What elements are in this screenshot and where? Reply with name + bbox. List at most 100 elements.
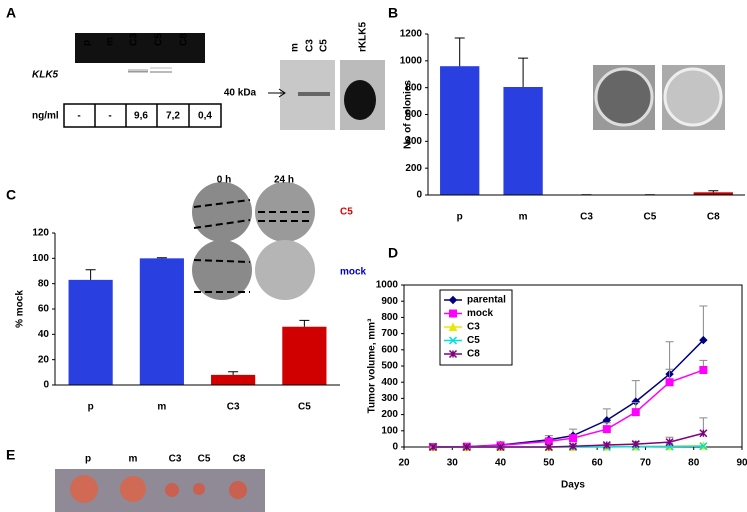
x-tick-label: 40 bbox=[495, 458, 507, 469]
point bbox=[568, 442, 578, 451]
series-line bbox=[432, 432, 704, 448]
lane-label: C5 bbox=[319, 39, 330, 52]
y-tick-label: 60 bbox=[38, 304, 50, 315]
point bbox=[631, 440, 640, 449]
y-tick-label: 600 bbox=[381, 344, 398, 355]
panel-label: E bbox=[6, 447, 15, 463]
conc-label: ng/ml bbox=[32, 111, 59, 122]
lane-label: C8 bbox=[179, 33, 190, 46]
y-tick-label: 700 bbox=[381, 328, 398, 339]
point bbox=[699, 366, 708, 375]
tumor-label: p bbox=[85, 454, 91, 465]
tumor-label: C5 bbox=[198, 454, 211, 465]
x-tick-label: 70 bbox=[640, 458, 652, 469]
point bbox=[665, 378, 674, 387]
point bbox=[631, 408, 640, 417]
point bbox=[699, 442, 708, 451]
panel-label: A bbox=[6, 5, 16, 21]
tumor bbox=[70, 475, 98, 503]
y-tick-label: 900 bbox=[381, 296, 398, 307]
tumor-label: m bbox=[129, 454, 138, 465]
error-bar bbox=[454, 37, 465, 67]
lane-label: C3 bbox=[305, 39, 316, 52]
y-tick-label: 100 bbox=[381, 425, 398, 436]
legend-label: parental bbox=[467, 295, 506, 306]
y-tick-label: 300 bbox=[381, 393, 398, 404]
row-label: mock bbox=[340, 267, 367, 278]
legend-label: C3 bbox=[467, 322, 480, 333]
error-bar bbox=[518, 57, 529, 87]
bar bbox=[693, 192, 733, 195]
legend-label: C5 bbox=[467, 335, 480, 346]
y-axis-label: Tumor volume, mm³ bbox=[367, 318, 378, 413]
y-tick-label: 1200 bbox=[400, 29, 423, 40]
tumor bbox=[165, 483, 179, 497]
x-tick-label: C8 bbox=[707, 212, 720, 223]
legend-label: mock bbox=[467, 308, 494, 319]
dish bbox=[663, 67, 723, 127]
error-bar bbox=[299, 319, 310, 327]
gel-band bbox=[150, 67, 172, 69]
y-axis-label: % mock bbox=[15, 290, 26, 328]
tumor bbox=[229, 481, 247, 499]
y-tick-label: 800 bbox=[381, 312, 398, 323]
dish bbox=[594, 67, 654, 127]
conc-value: - bbox=[77, 111, 80, 122]
x-tick-label: 60 bbox=[592, 458, 604, 469]
scratch-images bbox=[192, 182, 315, 300]
gene-label: KLK5 bbox=[32, 70, 59, 81]
y-tick-label: 1000 bbox=[376, 280, 399, 291]
point bbox=[602, 425, 611, 434]
y-tick-label: 200 bbox=[405, 163, 422, 174]
y-tick-label: 500 bbox=[381, 361, 398, 372]
point bbox=[544, 442, 553, 452]
x-tick-label: p bbox=[88, 402, 94, 413]
point bbox=[462, 442, 471, 452]
point bbox=[602, 441, 611, 450]
x-tick-label: p bbox=[457, 212, 463, 223]
dish bbox=[192, 240, 252, 300]
x-tick-label: 20 bbox=[398, 458, 410, 469]
legend-label: C8 bbox=[467, 349, 480, 360]
lane-label: p bbox=[82, 40, 93, 46]
legend-marker bbox=[448, 349, 458, 359]
series-line bbox=[432, 369, 704, 448]
bar bbox=[68, 279, 113, 385]
point bbox=[699, 335, 708, 345]
y-tick-label: 200 bbox=[381, 409, 398, 420]
tumor bbox=[193, 483, 205, 495]
legend-marker bbox=[449, 309, 457, 318]
x-tick-label: 80 bbox=[688, 458, 700, 469]
conc-table bbox=[63, 103, 222, 128]
x-tick-label: C3 bbox=[227, 402, 240, 413]
x-tick-label: C5 bbox=[644, 212, 657, 223]
y-tick-label: 120 bbox=[32, 228, 49, 239]
dish bbox=[255, 240, 315, 300]
tumor-label: C8 bbox=[233, 454, 246, 465]
table-border bbox=[63, 103, 222, 128]
x-axis-label: Days bbox=[561, 480, 585, 491]
y-tick-label: 400 bbox=[405, 136, 422, 147]
error-bar bbox=[85, 269, 96, 280]
point bbox=[569, 434, 577, 443]
point bbox=[699, 429, 708, 438]
point bbox=[544, 437, 553, 446]
conc-value: - bbox=[108, 111, 111, 122]
lane-label: rKLK5 bbox=[358, 22, 369, 52]
lane-label: m bbox=[105, 37, 116, 46]
y-tick-label: 80 bbox=[38, 278, 50, 289]
error-bar bbox=[665, 341, 674, 375]
legend-marker bbox=[448, 295, 458, 305]
y-tick-label: 1000 bbox=[400, 55, 423, 66]
error-bar bbox=[156, 257, 167, 259]
y-tick-label: 800 bbox=[405, 82, 422, 93]
blot-band bbox=[344, 80, 376, 120]
panel-label: B bbox=[388, 5, 398, 21]
marker-label: 40 kDa bbox=[224, 88, 257, 99]
dish bbox=[192, 182, 252, 242]
gel-image bbox=[75, 33, 205, 63]
y-tick-label: 20 bbox=[38, 354, 50, 365]
y-tick-label: 100 bbox=[32, 253, 49, 264]
y-tick-label: 0 bbox=[416, 190, 422, 201]
